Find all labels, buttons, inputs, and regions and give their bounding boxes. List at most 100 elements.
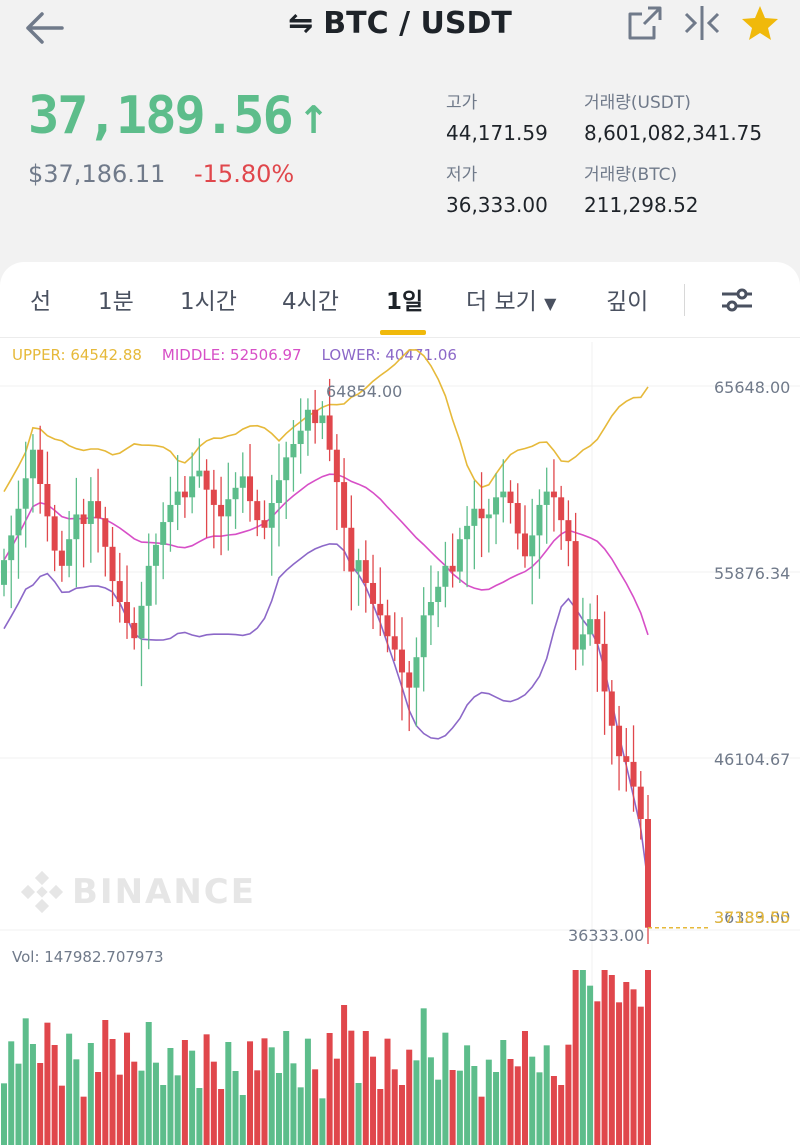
candle (1, 548, 7, 597)
tab-1h[interactable]: 1시간 (180, 289, 237, 315)
bollinger-upper-line (3, 349, 649, 493)
volume-bar (124, 1032, 131, 1145)
candle (66, 511, 73, 578)
volume-bar (521, 1031, 528, 1145)
candle (283, 441, 290, 520)
volume-bar (427, 1057, 434, 1145)
candle (471, 480, 478, 570)
candle (391, 612, 398, 662)
candle (22, 441, 29, 548)
candle (449, 533, 456, 588)
volume-bar (507, 1059, 514, 1145)
candle (167, 476, 174, 552)
favorite-star-icon[interactable] (740, 4, 780, 42)
candle-body (630, 761, 637, 787)
candle (116, 552, 123, 623)
volume-bar (174, 1075, 181, 1145)
max-price-label: 64854.00 (326, 382, 403, 401)
volume-bar (362, 1031, 369, 1145)
candle (398, 617, 405, 721)
candle-body (196, 470, 203, 477)
candle (312, 389, 319, 444)
binance-logo-icon (20, 870, 64, 914)
volume-bar (608, 975, 615, 1145)
pair-title[interactable]: ⇋ BTC / USDT (0, 6, 800, 41)
candle-body (109, 546, 116, 582)
candle-body (145, 565, 152, 606)
candle-body (587, 619, 594, 635)
candle-body (623, 756, 630, 762)
candle (297, 398, 304, 474)
candle (413, 637, 420, 727)
tab-more[interactable]: 더 보기 ▼ (466, 282, 556, 316)
candle (131, 607, 138, 650)
candle-body (73, 514, 80, 540)
candle-body (15, 508, 22, 536)
tab-1d[interactable]: 1일 (386, 289, 424, 315)
candle (637, 771, 644, 840)
candle-body (326, 415, 333, 450)
volume-bar (87, 1043, 94, 1145)
candle-body (312, 409, 319, 424)
candlestick-chart[interactable] (0, 262, 800, 1145)
volume-bar (51, 1045, 58, 1145)
candle-body (594, 619, 601, 644)
candle-body (254, 501, 261, 521)
candle (80, 498, 87, 568)
candle (514, 483, 521, 550)
candle (319, 401, 326, 440)
volume-bar (225, 1042, 232, 1145)
volume-bar (616, 1002, 623, 1145)
tab-1m[interactable]: 1분 (98, 289, 134, 315)
tab-line[interactable]: 선 (30, 289, 52, 315)
candle-body (435, 586, 442, 603)
compare-icon[interactable] (682, 4, 722, 42)
tab-4h[interactable]: 4시간 (282, 289, 339, 315)
volume-bar (58, 1085, 65, 1145)
chart-card: 선 1분 1시간 4시간 1일 더 보기 ▼ 깊이 UPPER: 64542.8… (0, 262, 800, 1145)
volume-bar (218, 1089, 225, 1145)
low-value: 36,333.00 (446, 193, 548, 217)
candle (145, 533, 152, 650)
candle-body (232, 487, 239, 500)
y-tick-mid: 55876.34 (714, 564, 791, 583)
candle (304, 398, 311, 456)
candle-body (319, 415, 326, 424)
candle-body (427, 602, 434, 616)
candle-body (341, 482, 348, 528)
external-link-icon[interactable] (626, 4, 664, 42)
candle (102, 506, 109, 577)
back-arrow-icon[interactable] (22, 8, 66, 48)
candle (196, 438, 203, 488)
volume-bar (116, 1074, 123, 1145)
tab-depth[interactable]: 깊이 (606, 289, 649, 315)
candle-body (95, 501, 102, 519)
boll-middle: MIDDLE: 52506.97 (161, 346, 302, 364)
candle (493, 473, 500, 545)
volume-bar (456, 1070, 463, 1145)
candle-body (116, 581, 123, 603)
change-percent: -15.80% (194, 160, 295, 188)
usd-price: $37,186.11 (28, 160, 166, 188)
candle-body (608, 691, 615, 726)
vol-usdt-stat: 거래량(USDT) 8,601,082,341.75 (584, 88, 762, 145)
volume-bar (152, 1062, 159, 1145)
volume-bar (384, 1038, 391, 1145)
high-label: 고가 (446, 93, 478, 113)
candle-body (420, 615, 427, 658)
candle (565, 500, 572, 567)
caret-down-icon: ▼ (544, 294, 557, 313)
candle-body (601, 643, 608, 692)
volume-bar (22, 1018, 29, 1145)
candle-body (283, 457, 290, 481)
candle (550, 459, 557, 532)
candle-body (377, 603, 384, 616)
last-price: 37,189.56 ↑ (28, 86, 330, 146)
chart-settings-icon[interactable] (720, 286, 754, 314)
candle (384, 599, 391, 653)
candle-body (203, 470, 210, 490)
volume-bar (203, 1034, 210, 1145)
candle (464, 506, 471, 588)
candle-body (471, 508, 478, 526)
volume-bar (579, 970, 586, 1145)
